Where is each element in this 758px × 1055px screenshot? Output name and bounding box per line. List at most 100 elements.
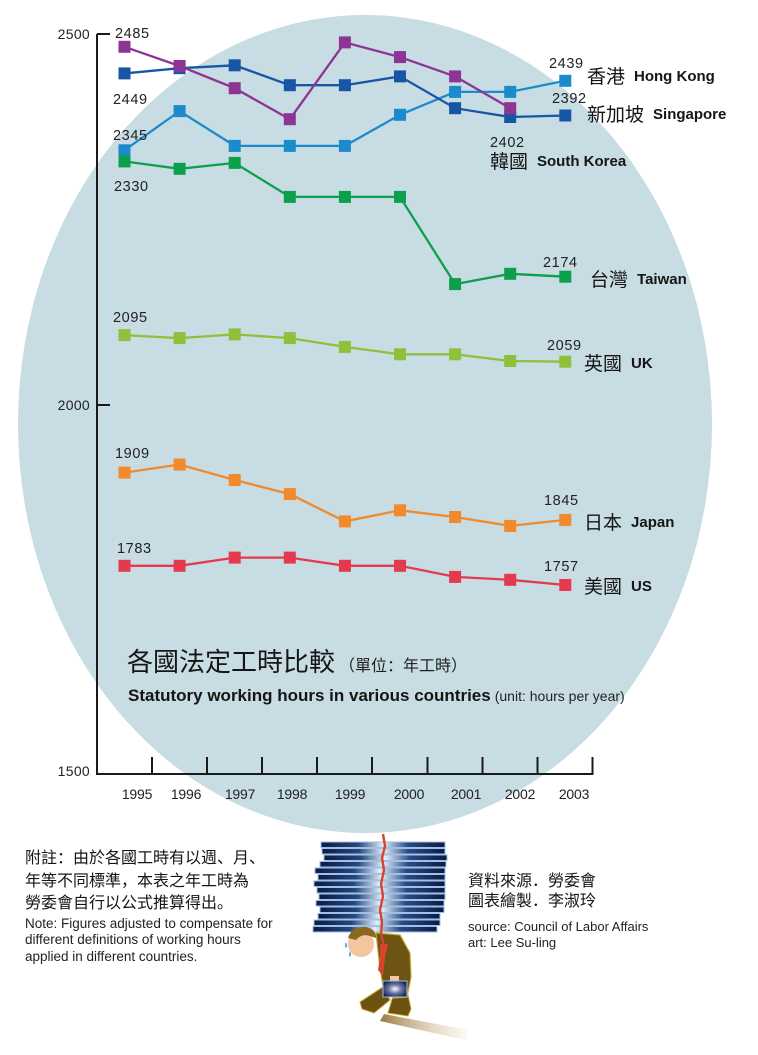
marker-us-1998 xyxy=(283,551,296,564)
axes xyxy=(96,33,594,775)
legend-label-zh: 香港 xyxy=(587,66,626,88)
legend-south-korea: 韓國 South Korea xyxy=(490,151,626,173)
marker-uk-1997 xyxy=(228,328,241,341)
marker-uk-2002 xyxy=(504,355,517,367)
marker-hong-kong-1998 xyxy=(283,139,296,152)
marker-hong-kong-1999 xyxy=(338,139,351,152)
leg-right xyxy=(387,994,412,1017)
data-label-hong-kong-start: 2345 xyxy=(113,128,148,144)
marker-japan-1999 xyxy=(338,515,351,528)
data-label-taiwan-start: 2330 xyxy=(114,179,149,195)
marker-hong-kong-2001 xyxy=(449,85,462,98)
footnote-zh-line: 年等不同標準，本表之年工時為 xyxy=(25,870,250,890)
legend-label-en: Hong Kong xyxy=(634,68,715,85)
legend-label-zh: 新加坡 xyxy=(587,104,645,126)
marker-hong-kong-1995 xyxy=(118,144,131,157)
tear-drop-icon xyxy=(345,942,351,957)
data-label-us-start: 1783 xyxy=(117,541,152,557)
marker-singapore-1998 xyxy=(283,79,296,92)
marker-singapore-2000 xyxy=(394,70,406,83)
overworked-employee-icon xyxy=(312,833,468,1040)
marker-japan-1996 xyxy=(173,458,186,471)
y-tick-label: 1500 xyxy=(57,763,90,779)
marker-us-1995 xyxy=(118,559,131,572)
x-tick-label: 2002 xyxy=(504,786,536,802)
legend-label-en: Singapore xyxy=(653,106,727,123)
marker-taiwan-2002 xyxy=(504,267,517,280)
legend-label-en: Japan xyxy=(631,514,675,531)
chart-title-zh-row: 各國法定工時比較 （單位：年工時） xyxy=(127,648,467,678)
marker-taiwan-2001 xyxy=(449,278,462,291)
marker-hong-kong-1997 xyxy=(228,139,241,152)
necktie xyxy=(378,833,388,976)
legend-label-zh: 日本 xyxy=(584,512,623,534)
marker-taiwan-1998 xyxy=(283,190,296,203)
data-label-singapore-end: 2392 xyxy=(552,91,587,107)
marker-us-2000 xyxy=(394,559,406,572)
marker-us-1999 xyxy=(338,559,351,572)
credits: 資料來源．勞委會 圖表繪製．李淑玲 source: Council of Lab… xyxy=(468,871,648,951)
data-label-hong-kong-end: 2439 xyxy=(549,56,584,72)
marker-us-1996 xyxy=(173,559,186,572)
legend-label-zh: 英國 xyxy=(584,353,623,375)
marker-hong-kong-2002 xyxy=(504,85,517,98)
marker-south-korea-2002 xyxy=(504,102,517,115)
data-label-us-end: 1757 xyxy=(544,559,579,575)
x-tick-label: 2003 xyxy=(558,786,590,802)
worker-figure xyxy=(345,926,412,1017)
background-ellipse xyxy=(18,15,712,833)
marker-south-korea-1996 xyxy=(173,60,186,72)
marker-singapore-2001 xyxy=(449,102,462,115)
legend-us: 美國 US xyxy=(584,576,652,598)
marker-south-korea-2000 xyxy=(394,51,406,64)
briefcase xyxy=(382,980,408,998)
legend-singapore: 新加坡 Singapore xyxy=(587,104,726,126)
chart-title-en: Statutory working hours in various count… xyxy=(128,686,491,705)
marker-us-1997 xyxy=(228,551,241,564)
legend-label-en: Taiwan xyxy=(637,271,687,288)
marker-uk-2000 xyxy=(394,348,406,361)
x-tick-label: 1998 xyxy=(276,786,308,802)
marker-japan-1998 xyxy=(283,488,296,501)
marker-taiwan-2003 xyxy=(559,270,572,283)
legend-uk: 英國 UK xyxy=(584,353,653,375)
marker-uk-2001 xyxy=(449,348,462,361)
footnote-zh-line: 勞委會自行以公式推算得出。 xyxy=(25,893,234,912)
marker-south-korea-1995 xyxy=(118,40,131,53)
footnote-zh-line: 附註：由於各國工時有以週、月、 xyxy=(25,848,266,867)
legend-label-en: UK xyxy=(631,355,653,372)
footnote-en-line: Note: Figures adjusted to compensate for xyxy=(25,915,273,931)
legend-label-en: South Korea xyxy=(537,153,627,170)
data-label-japan-end: 1845 xyxy=(544,493,579,509)
marker-uk-1995 xyxy=(118,329,131,342)
marker-south-korea-1997 xyxy=(228,82,241,95)
paper-stack xyxy=(312,841,448,933)
marker-us-2002 xyxy=(504,573,517,586)
legend-taiwan: 台灣 Taiwan xyxy=(590,269,687,291)
marker-taiwan-2000 xyxy=(394,190,406,203)
legend-hong-kong: 香港 Hong Kong xyxy=(587,66,715,88)
marker-japan-2000 xyxy=(394,504,406,517)
marker-us-2003 xyxy=(559,579,572,591)
marker-hong-kong-1996 xyxy=(173,105,186,118)
hair xyxy=(348,926,376,940)
data-label-uk-end: 2059 xyxy=(547,338,582,354)
marker-uk-1996 xyxy=(173,332,186,345)
marker-hong-kong-2003 xyxy=(559,74,572,87)
marker-japan-2001 xyxy=(449,511,462,523)
credits-en-line: art: Lee Su-ling xyxy=(468,935,557,950)
x-tick-label: 2001 xyxy=(450,786,482,802)
marker-uk-2003 xyxy=(559,355,572,368)
legend-label-zh: 台灣 xyxy=(590,269,629,291)
credits-en-line: source: Council of Labor Affairs xyxy=(468,919,649,934)
marker-us-2001 xyxy=(449,570,462,583)
data-label-japan-start: 1909 xyxy=(115,446,150,462)
marker-singapore-2003 xyxy=(559,109,572,122)
x-tick-label: 1999 xyxy=(334,786,366,802)
ground-shadow xyxy=(380,1014,468,1040)
x-tick-label: 1997 xyxy=(224,786,256,802)
marker-singapore-1999 xyxy=(338,79,351,92)
marker-taiwan-1997 xyxy=(228,156,241,169)
marker-taiwan-1996 xyxy=(173,162,186,175)
